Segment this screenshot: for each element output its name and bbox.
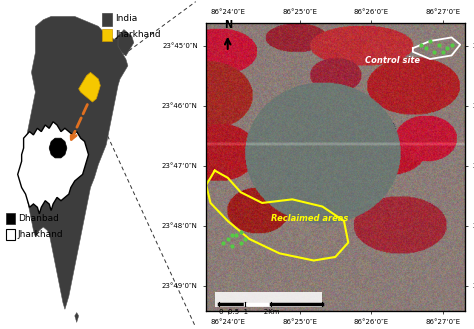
- Bar: [102, 29, 112, 41]
- Point: [444, 46, 451, 51]
- Text: Dhanbad: Dhanbad: [18, 214, 59, 223]
- Text: N: N: [224, 20, 232, 30]
- Polygon shape: [75, 313, 79, 322]
- Point: [439, 49, 447, 54]
- Point: [219, 240, 227, 245]
- Bar: [215, 292, 322, 307]
- Bar: [102, 13, 112, 26]
- Point: [430, 49, 438, 54]
- Text: Reclaimed areas: Reclaimed areas: [271, 214, 348, 223]
- Point: [228, 233, 236, 238]
- Point: [422, 46, 429, 51]
- Text: Jharkhand: Jharkhand: [18, 230, 64, 239]
- Text: 0  0.5  1       2Km: 0 0.5 1 2Km: [219, 309, 280, 315]
- Polygon shape: [118, 30, 134, 56]
- Bar: [6, 229, 15, 240]
- Point: [233, 233, 240, 238]
- Polygon shape: [79, 72, 100, 102]
- Text: Control site: Control site: [365, 56, 420, 64]
- Point: [224, 236, 231, 241]
- Point: [228, 243, 236, 249]
- Point: [241, 236, 249, 241]
- Polygon shape: [49, 138, 67, 158]
- Point: [237, 240, 245, 245]
- Polygon shape: [22, 16, 128, 309]
- Text: Jharkhand: Jharkhand: [115, 30, 161, 39]
- Polygon shape: [18, 122, 89, 214]
- Bar: [6, 213, 15, 224]
- Point: [418, 42, 425, 47]
- Point: [435, 42, 442, 47]
- Text: India: India: [115, 14, 137, 23]
- Point: [237, 229, 245, 234]
- Point: [448, 42, 456, 47]
- Point: [426, 38, 434, 44]
